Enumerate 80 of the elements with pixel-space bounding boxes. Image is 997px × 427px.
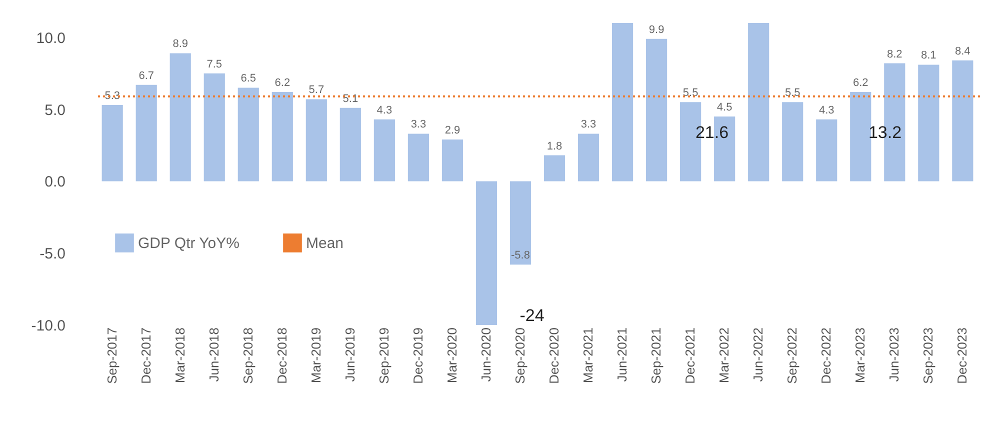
- bar: [340, 108, 361, 182]
- data-label: 7.5: [206, 58, 222, 70]
- x-tick-label: Dec-2020: [546, 328, 562, 384]
- y-tick-label: -10.0: [31, 318, 66, 334]
- x-tick-label: Mar-2018: [172, 328, 188, 384]
- x-tick-label: Mar-2023: [852, 328, 868, 384]
- data-label: 4.5: [716, 101, 732, 114]
- data-label: 4.3: [376, 104, 392, 116]
- bar: [374, 119, 395, 182]
- data-label: 8.4: [955, 45, 970, 58]
- bar: [408, 134, 429, 182]
- legend-label: Mean: [306, 234, 344, 252]
- y-tick-label: 0.0: [44, 174, 66, 191]
- bar: [102, 104, 123, 182]
- data-label: 4.3: [818, 104, 834, 116]
- data-label: 5.5: [784, 87, 800, 100]
- bar: [578, 134, 600, 182]
- data-label: 8.1: [920, 50, 936, 62]
- x-tick-label: Mar-2021: [580, 328, 596, 384]
- data-label: 6.7: [138, 70, 154, 82]
- x-tick-label: Dec-2018: [274, 328, 290, 384]
- bar: [918, 64, 940, 182]
- x-tick-label: Jun-2018: [206, 328, 222, 382]
- legend-label: GDP Qtr YoY%: [138, 234, 240, 252]
- data-label: 2.9: [444, 124, 460, 136]
- data-label: 8.9: [172, 38, 188, 50]
- bar: [170, 53, 191, 182]
- data-label: 6.2: [852, 77, 868, 90]
- x-tick-label: Sep-2022: [784, 328, 800, 384]
- bar: [238, 88, 259, 182]
- bar: [850, 92, 872, 182]
- data-label: 5.7: [308, 84, 324, 96]
- annotation: 21.6: [695, 123, 729, 142]
- data-label: 8.2: [886, 48, 902, 60]
- bar: [646, 38, 668, 182]
- x-tick-label: Dec-2021: [682, 328, 698, 384]
- bar: [476, 181, 498, 325]
- x-tick-label: Jun-2020: [478, 328, 494, 382]
- x-tick-label: Sep-2021: [648, 328, 664, 384]
- data-label: 6.2: [274, 77, 290, 90]
- annotation: 13.2: [868, 123, 902, 142]
- bar: [952, 60, 974, 182]
- y-tick-label: 10.0: [36, 30, 66, 47]
- data-label: 3.3: [580, 118, 596, 131]
- x-tick-label: Jun-2023: [886, 328, 902, 382]
- x-tick-label: Sep-2018: [240, 328, 256, 384]
- bar: [204, 73, 225, 182]
- x-tick-label: Dec-2019: [410, 328, 426, 384]
- x-tick-label: Jun-2019: [342, 328, 358, 382]
- bar: [306, 99, 327, 182]
- data-label: -5.8: [511, 250, 530, 262]
- x-tick-label: Mar-2019: [308, 328, 324, 384]
- bar: [442, 139, 464, 182]
- x-tick-label: Sep-2017: [104, 328, 120, 384]
- data-label: 3.3: [410, 118, 426, 131]
- x-tick-label: Dec-2017: [138, 328, 154, 384]
- data-label: 6.5: [240, 72, 256, 85]
- x-tick-label: Mar-2022: [716, 328, 732, 384]
- bar: [748, 23, 770, 182]
- x-tick-label: Sep-2019: [376, 328, 392, 384]
- y-tick-label: -5.0: [40, 246, 66, 263]
- bar: [544, 155, 566, 182]
- data-label: 1.8: [546, 140, 562, 152]
- x-tick-label: Mar-2020: [444, 328, 460, 384]
- x-tick-label: Dec-2022: [818, 328, 834, 384]
- x-tick-label: Sep-2020: [512, 328, 528, 384]
- annotation: -24: [520, 306, 544, 325]
- data-label: 9.9: [648, 24, 664, 36]
- data-label: 5.5: [682, 87, 698, 100]
- x-tick-label: Dec-2023: [954, 328, 970, 384]
- x-tick-label: Jun-2022: [750, 328, 766, 382]
- bar: [612, 23, 634, 182]
- bar: [782, 102, 804, 182]
- bar: [816, 119, 838, 182]
- bar: [510, 181, 532, 265]
- bar: [272, 92, 293, 182]
- bar: [136, 84, 157, 182]
- y-tick-label: 5.0: [44, 102, 66, 119]
- x-tick-label: Jun-2021: [614, 328, 630, 382]
- x-tick-label: Sep-2023: [920, 328, 936, 384]
